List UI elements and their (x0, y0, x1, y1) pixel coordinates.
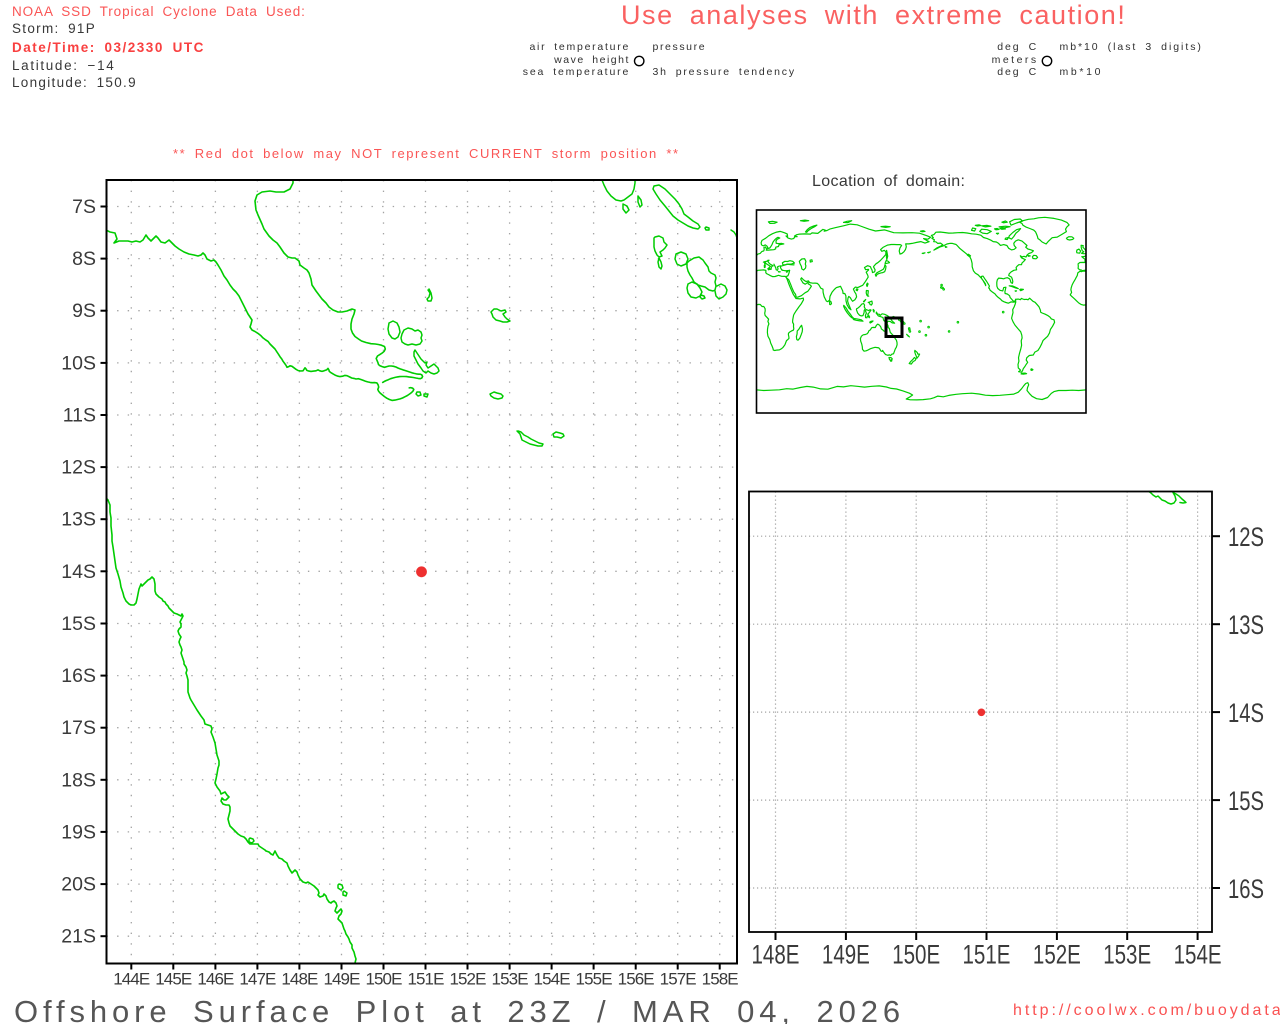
svg-text:152E: 152E (1033, 940, 1081, 970)
svg-text:9S: 9S (72, 300, 96, 322)
svg-text:154E: 154E (1174, 940, 1222, 970)
svg-text:154E: 154E (534, 970, 571, 989)
svg-text:144E: 144E (113, 970, 150, 989)
svg-text:20S: 20S (61, 874, 96, 896)
svg-text:16S: 16S (61, 665, 96, 687)
svg-text:152E: 152E (449, 970, 486, 989)
svg-text:151E: 151E (963, 940, 1011, 970)
svg-text:19S: 19S (61, 821, 96, 843)
svg-text:14S: 14S (1228, 698, 1264, 728)
svg-text:156E: 156E (618, 970, 655, 989)
svg-text:155E: 155E (576, 970, 613, 989)
svg-text:147E: 147E (239, 970, 276, 989)
svg-text:21S: 21S (61, 926, 96, 948)
svg-text:158E: 158E (702, 970, 739, 989)
svg-text:153E: 153E (1103, 940, 1151, 970)
svg-text:157E: 157E (660, 970, 697, 989)
svg-text:12S: 12S (1228, 522, 1264, 552)
svg-text:18S: 18S (61, 769, 96, 791)
svg-text:145E: 145E (155, 970, 192, 989)
svg-text:150E: 150E (365, 970, 402, 989)
svg-text:16S: 16S (1228, 874, 1264, 904)
svg-text:148E: 148E (752, 940, 800, 970)
svg-text:15S: 15S (1228, 786, 1264, 816)
svg-text:151E: 151E (407, 970, 444, 989)
svg-text:15S: 15S (61, 613, 96, 635)
svg-text:11S: 11S (63, 405, 96, 427)
svg-text:150E: 150E (892, 940, 940, 970)
svg-text:148E: 148E (281, 970, 318, 989)
svg-text:149E: 149E (822, 940, 870, 970)
svg-text:7S: 7S (72, 196, 96, 218)
svg-text:153E: 153E (492, 970, 529, 989)
svg-text:8S: 8S (72, 248, 96, 270)
svg-text:17S: 17S (61, 717, 96, 739)
svg-text:149E: 149E (323, 970, 360, 989)
svg-text:13S: 13S (61, 509, 96, 531)
svg-text:12S: 12S (61, 457, 96, 479)
svg-text:13S: 13S (1228, 610, 1264, 640)
svg-text:10S: 10S (61, 352, 96, 374)
svg-text:14S: 14S (61, 561, 96, 583)
svg-text:146E: 146E (197, 970, 234, 989)
